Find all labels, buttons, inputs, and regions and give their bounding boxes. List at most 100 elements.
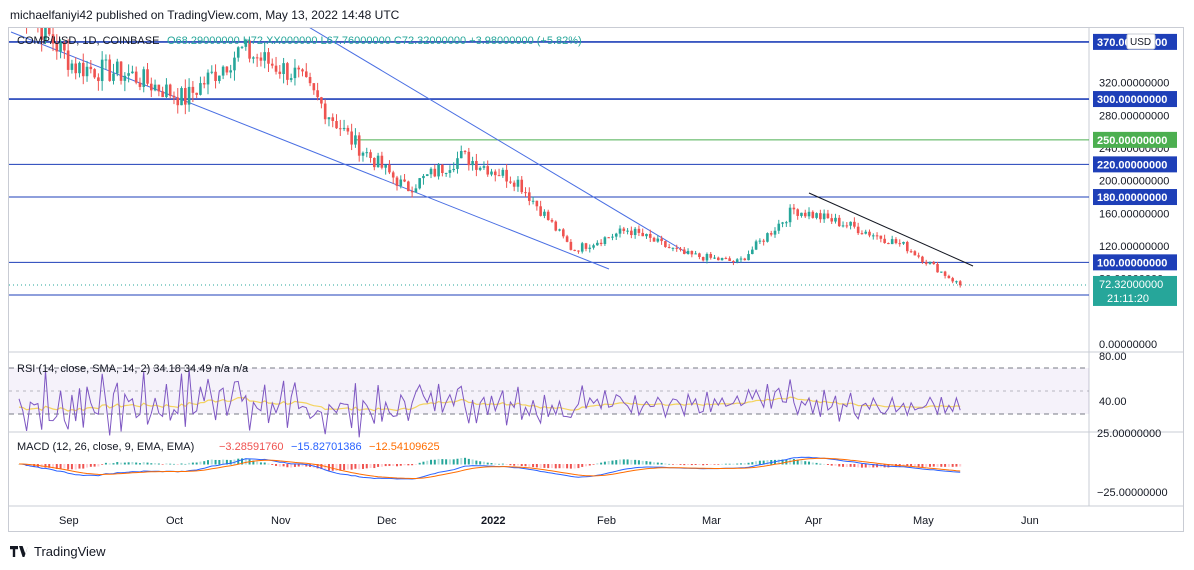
macd-histogram-bar [777,459,780,465]
macd-histogram-bar [592,464,595,465]
macd-histogram-bar [721,463,724,465]
last-price-tag [1093,275,1177,306]
candle-body [501,169,505,176]
candle-body [546,211,550,220]
candle-body [361,152,365,156]
chart-frame: 320.00000000 280.00000000 240.00000000 200.… [8,27,1184,532]
channel-lower-trendline[interactable] [10,31,610,270]
macd-histogram-bar [101,464,104,465]
macd-histogram-bar [411,464,414,466]
level-price-tag-text: 100.00000000 [1097,257,1167,269]
candle-body [928,262,932,264]
candle-body [418,178,421,189]
candle-body [365,152,369,154]
macd-histogram-bar [619,459,622,465]
macd-histogram-bar [324,464,327,471]
macd-histogram-bar [656,462,659,465]
macd-histogram-bar [717,464,720,465]
publisher-line: michaelfaniyi42 published on TradingView… [10,8,400,22]
candle-body [255,57,259,59]
candle-body [671,247,675,249]
candle-body [535,200,539,207]
candle-body [943,271,947,276]
candle-body [104,59,108,61]
macd-histogram-bar [611,460,614,465]
candle-body [611,236,614,238]
macd-histogram-bar [172,463,175,465]
level-price-tag [1093,156,1177,173]
macd-histogram-bar [607,461,610,465]
time-axis-label: May [913,515,934,527]
candle-body [562,229,565,237]
candle-body [856,226,860,234]
candle-body [698,253,701,258]
macd-histogram-bar [569,464,572,469]
macd-histogram-bar [649,461,652,465]
macd-histogram-bar [479,461,482,465]
macd-histogram-bar [671,464,674,465]
candle-body [849,221,852,226]
candle-body [399,179,403,186]
candle-body [509,181,512,183]
candle-body [528,192,531,201]
level-price-tag [1093,91,1177,108]
macd-histogram-bar [29,464,32,467]
macd-histogram-bar [214,459,217,465]
macd-histogram-bar [932,464,935,467]
macd-histogram-bar [498,463,501,465]
candle-body [388,164,391,173]
candle-body [471,161,474,166]
candle-body [180,88,183,106]
candle-body [588,247,592,249]
macd-histogram-bar [305,464,308,467]
macd-histogram-bar [482,461,485,465]
candle-body [796,209,799,216]
candle-body [543,211,546,216]
macd-histogram-bar [120,462,123,465]
macd-histogram-bar [603,461,606,465]
chart-svg[interactable]: 320.00000000280.00000000240.00000000200.… [9,28,1183,531]
candle-body [274,65,278,72]
footer: TradingView [10,544,106,559]
macd-histogram-bar [203,461,206,465]
candle-body [709,253,713,258]
macd-histogram-bar [573,464,576,469]
candle-body [40,28,43,40]
macd-histogram-bar [380,464,383,467]
macd-histogram-bar [634,459,637,465]
macd-histogram-bar [951,464,954,467]
macd-histogram-bar [188,462,191,465]
candle-body [425,174,429,176]
candle-body [236,47,240,58]
macd-histogram-bar [683,464,686,466]
macd-histogram-bar [509,464,512,466]
time-axis-label: Apr [805,515,822,527]
macd-histogram-bar [460,458,463,465]
macd-histogram-bar [335,464,338,471]
currency-label[interactable]: USD [1130,37,1151,48]
macd-histogram-bar [849,464,852,467]
macd-histogram-bar [437,458,440,465]
macd-histogram-bar [195,462,198,465]
candle-body [210,71,214,73]
resistance-trendline[interactable] [808,192,974,267]
candle-body [940,271,943,273]
candle-body [701,257,705,261]
candle-body [834,217,837,222]
macd-histogram-bar [959,464,962,467]
macd-histogram-bar [320,464,323,470]
candle-body [459,151,463,159]
channel-upper-trendline[interactable] [307,28,690,255]
candle-body [448,170,452,173]
candle-body [478,167,482,170]
candle-body [486,166,490,175]
macd-histogram-bar [702,464,705,466]
candle-body [921,256,924,263]
macd-histogram-bar [55,464,58,469]
macd-histogram-bar [736,463,739,465]
candle-body [403,179,406,182]
macd-histogram-bar [358,464,361,470]
candle-body [664,241,667,247]
candle-body [146,69,149,84]
price-axis-tick: 320.00000000 [1099,78,1169,90]
